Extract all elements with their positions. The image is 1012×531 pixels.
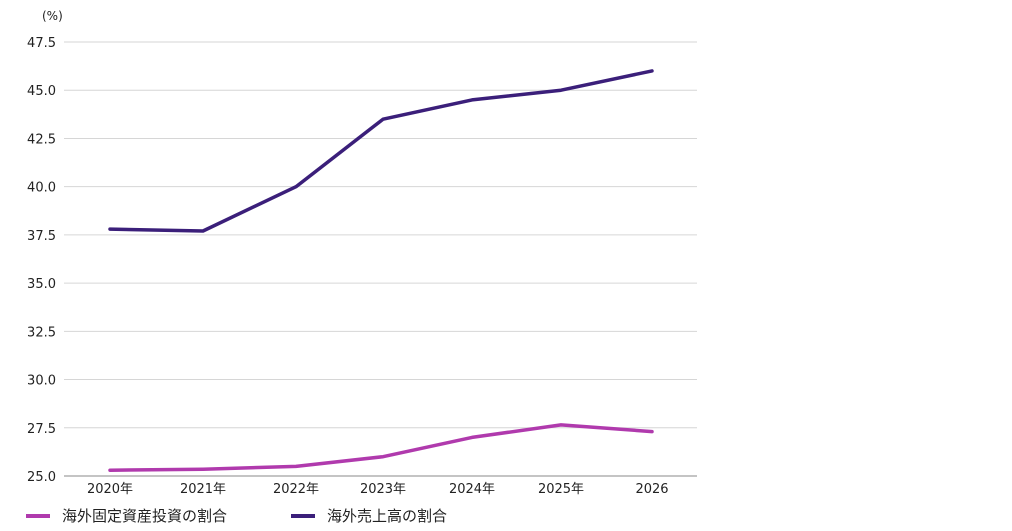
series-line-overseas-fixed-asset-investment xyxy=(108,423,654,472)
x-tick-label: 2026 xyxy=(635,482,668,497)
x-axis-ticks: 2020年 2021年 2022年 2023年 2024年 2025年 2026 xyxy=(87,482,669,497)
y-tick-label: 40.0 xyxy=(27,181,56,196)
legend-item-overseas-fixed-asset-investment: 海外固定資産投資の割合 xyxy=(26,505,227,526)
x-tick-label: 2021年 xyxy=(180,482,226,497)
y-tick-label: 25.0 xyxy=(27,470,56,485)
y-tick-label: 45.0 xyxy=(27,84,56,99)
legend: 海外固定資産投資の割合 海外売上高の割合 xyxy=(26,505,447,526)
legend-label-overseas-fixed-asset-investment: 海外固定資産投資の割合 xyxy=(62,507,228,525)
y-axis-unit-label: (%) xyxy=(42,9,63,23)
y-tick-label: 32.5 xyxy=(27,325,56,340)
series-lines xyxy=(108,69,654,472)
y-tick-label: 27.5 xyxy=(27,422,56,437)
legend-item-overseas-sales: 海外売上高の割合 xyxy=(291,505,447,526)
gridlines xyxy=(64,41,697,477)
x-tick-label: 2020年 xyxy=(87,482,133,497)
legend-label-overseas-sales: 海外売上高の割合 xyxy=(327,507,448,525)
y-tick-label: 37.5 xyxy=(27,229,56,244)
x-tick-label: 2023年 xyxy=(360,482,406,497)
legend-swatch-overseas-fixed-asset-investment xyxy=(26,513,50,518)
x-tick-label: 2024年 xyxy=(449,482,495,497)
y-axis-ticks: 25.0 27.5 30.0 32.5 35.0 37.5 40.0 42.5 45.0 47.5 xyxy=(27,36,56,485)
y-tick-label: 47.5 xyxy=(27,36,56,51)
y-tick-label: 35.0 xyxy=(27,277,56,292)
y-tick-label: 30.0 xyxy=(27,374,56,389)
legend-swatch-overseas-sales xyxy=(291,513,316,518)
x-tick-label: 2022年 xyxy=(273,482,319,497)
x-tick-label: 2025年 xyxy=(538,482,584,497)
series-line-overseas-sales xyxy=(108,69,654,233)
y-tick-label: 42.5 xyxy=(27,132,56,147)
